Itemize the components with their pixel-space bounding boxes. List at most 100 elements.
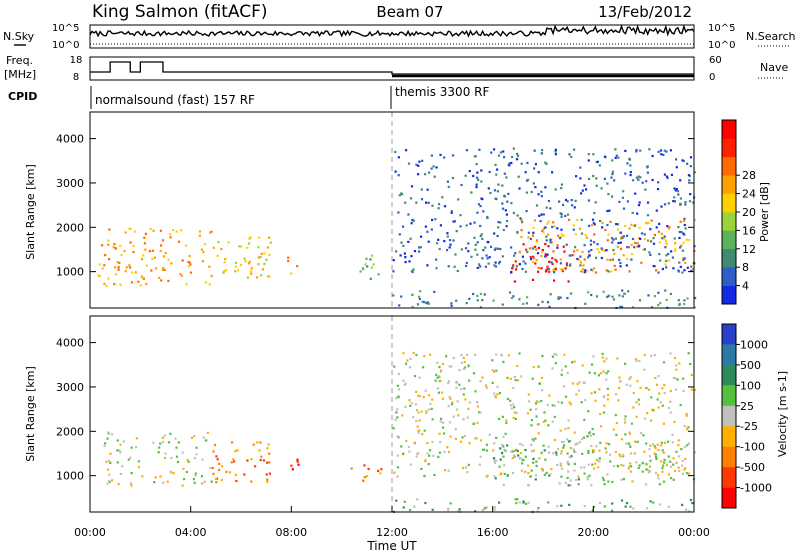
data-cell — [657, 304, 660, 307]
data-cell — [566, 476, 569, 479]
data-cell — [502, 435, 505, 438]
data-cell — [629, 462, 632, 465]
data-cell — [493, 506, 496, 509]
data-cell — [630, 422, 633, 425]
data-cell — [498, 465, 501, 468]
data-cell — [425, 201, 428, 204]
data-cell — [194, 472, 197, 475]
data-cell — [160, 244, 163, 247]
data-cell — [598, 164, 601, 167]
data-cell — [607, 193, 610, 196]
data-cell — [476, 401, 479, 404]
data-cell — [506, 397, 509, 400]
data-cell — [480, 169, 483, 172]
data-cell — [580, 401, 583, 404]
data-cell — [568, 218, 571, 221]
data-cell — [657, 449, 660, 452]
data-cell — [396, 466, 400, 469]
data-cell — [525, 302, 528, 305]
data-cell — [461, 436, 464, 439]
data-cell — [566, 452, 569, 455]
data-cell — [377, 273, 380, 276]
data-cell — [431, 218, 434, 221]
data-cell — [119, 244, 122, 247]
data-cell — [181, 259, 184, 262]
data-cell — [560, 187, 563, 190]
data-cell — [108, 258, 111, 261]
data-cell — [670, 173, 673, 176]
data-cell — [568, 254, 571, 257]
data-cell — [519, 217, 522, 220]
data-cell — [236, 449, 239, 452]
data-cell — [290, 464, 293, 467]
data-cell — [493, 232, 496, 235]
data-cell — [663, 384, 666, 387]
data-cell — [655, 226, 658, 229]
colorbar-swatch — [722, 248, 736, 268]
data-cell — [513, 254, 516, 257]
data-cell — [425, 302, 428, 305]
data-cell — [530, 190, 533, 194]
data-cell — [435, 373, 438, 376]
data-cell — [204, 439, 207, 442]
data-cell — [559, 462, 562, 465]
data-cell — [439, 369, 443, 372]
data-cell — [674, 356, 677, 360]
data-cell — [549, 473, 552, 476]
data-cell — [392, 259, 395, 262]
data-cell — [420, 235, 423, 238]
data-cell — [626, 257, 629, 261]
data-cell — [553, 271, 556, 274]
data-cell — [467, 407, 470, 410]
data-cell — [532, 255, 535, 258]
data-cell — [403, 252, 406, 255]
data-cell — [557, 297, 560, 300]
data-cell — [131, 271, 134, 274]
data-cell — [137, 280, 140, 283]
data-cell — [591, 463, 594, 466]
data-cell — [506, 376, 509, 379]
data-cell — [112, 246, 115, 249]
data-cell — [210, 480, 213, 483]
data-cell — [421, 433, 424, 436]
data-cell — [649, 444, 652, 447]
data-cell — [551, 420, 554, 423]
data-cell — [364, 263, 367, 266]
data-cell — [510, 270, 513, 274]
data-cell — [668, 226, 671, 229]
data-cell — [574, 246, 577, 249]
data-cell — [635, 149, 638, 152]
data-cell — [560, 440, 564, 444]
data-cell — [448, 365, 451, 368]
data-cell — [617, 399, 620, 402]
data-cell — [631, 237, 635, 241]
data-cell — [494, 261, 497, 264]
data-cell — [547, 445, 550, 448]
data-cell — [662, 361, 666, 364]
data-cell — [693, 171, 696, 174]
data-cell — [595, 445, 598, 448]
data-cell — [575, 218, 579, 222]
data-cell — [203, 480, 206, 483]
data-cell — [532, 247, 535, 250]
data-cell — [612, 238, 615, 241]
data-cell — [395, 499, 398, 502]
colorbar-tick-label: 25 — [740, 400, 754, 413]
colorbar-tick-label: -100 — [740, 441, 765, 454]
data-cell — [546, 222, 549, 225]
data-cell — [665, 259, 668, 262]
data-cell — [693, 306, 696, 309]
data-cell — [490, 151, 493, 154]
data-cell — [565, 263, 569, 266]
data-cell — [590, 249, 593, 252]
data-cell — [443, 469, 446, 472]
data-cell — [394, 150, 397, 154]
data-cell — [225, 470, 228, 473]
colorbar-tick-label: 4 — [742, 280, 749, 293]
freq-ytick-top: 18 — [70, 55, 83, 66]
data-cell — [639, 386, 642, 389]
data-cell — [658, 392, 661, 395]
data-cell — [612, 428, 615, 431]
data-cell — [287, 256, 290, 259]
